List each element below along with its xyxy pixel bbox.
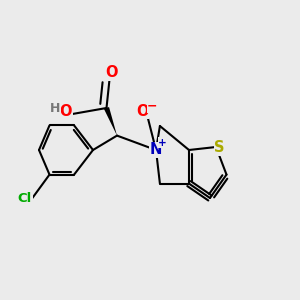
Text: O: O: [60, 104, 72, 119]
Text: N: N: [150, 142, 162, 158]
Text: +: +: [158, 137, 167, 148]
Polygon shape: [104, 107, 117, 136]
Text: H: H: [50, 101, 61, 115]
Text: −: −: [147, 100, 158, 113]
Text: S: S: [214, 140, 225, 155]
Text: Cl: Cl: [18, 191, 32, 205]
Text: O: O: [105, 65, 117, 80]
Text: O: O: [136, 103, 149, 118]
